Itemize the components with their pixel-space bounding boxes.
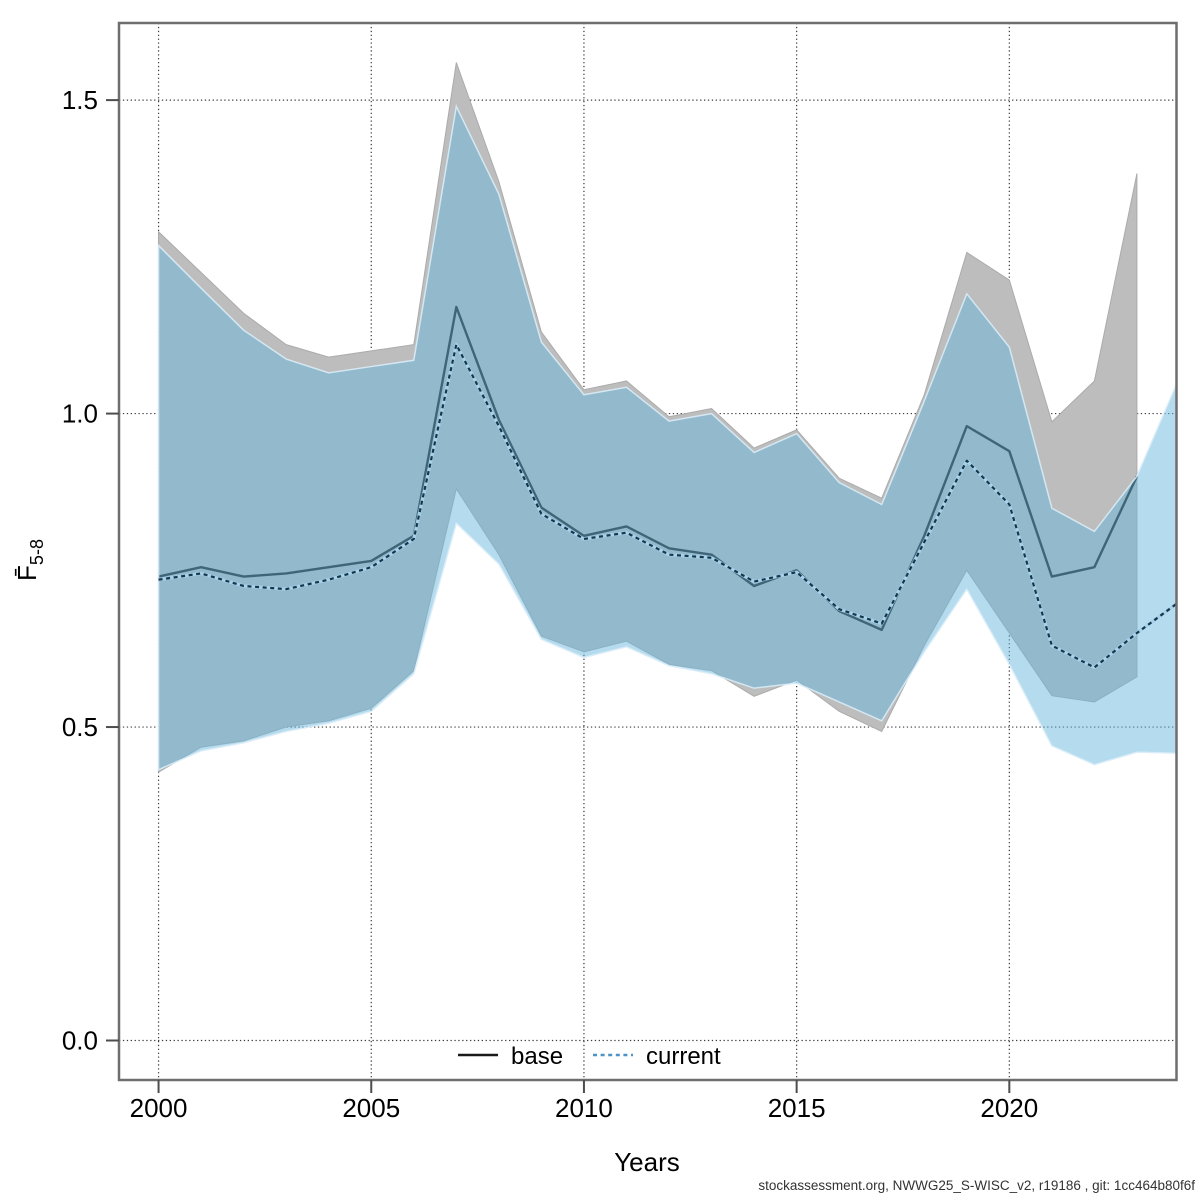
x-axis-title: Years (614, 1147, 680, 1177)
confidence-bands (157, 62, 1177, 774)
current-median-line (158, 343, 1177, 669)
x-tick-label-2020: 2020 (980, 1093, 1038, 1123)
plot-border (117, 21, 1178, 1082)
base-median-line (158, 305, 1139, 632)
legend: base current (458, 1043, 721, 1070)
plot-border-rect (117, 21, 1178, 1082)
x-tick-label-2010: 2010 (555, 1093, 613, 1123)
y-tick-label-0.0: 0.0 (62, 1026, 98, 1056)
y-tick-label-1.0: 1.0 (62, 399, 98, 429)
x-tick-label-2015: 2015 (768, 1093, 826, 1123)
y-tick-label-1.5: 1.5 (62, 85, 98, 115)
x-tick-label-2005: 2005 (342, 1093, 400, 1123)
x-tick-label-2000: 2000 (130, 1093, 188, 1123)
current-confidence-band (157, 103, 1177, 771)
y-axis-title: F̄5-8 (12, 539, 47, 581)
base-confidence-band (158, 62, 1138, 774)
legend-base-label: base (511, 1043, 563, 1070)
y-tick-label-0.5: 0.5 (62, 712, 98, 742)
axis-tick-labels: 2000 2005 2010 2015 2020 0.0 0.5 1.0 1.5 (62, 85, 1038, 1123)
legend-current-label: current (646, 1043, 721, 1070)
footer-provenance-text: stockassessment.org, NWWG25_S-WISC_v2, r… (758, 1178, 1195, 1193)
axes: 2000 2005 2010 2015 2020 0.0 0.5 1.0 1.5 (62, 85, 1038, 1123)
axis-ticks (106, 99, 1011, 1093)
